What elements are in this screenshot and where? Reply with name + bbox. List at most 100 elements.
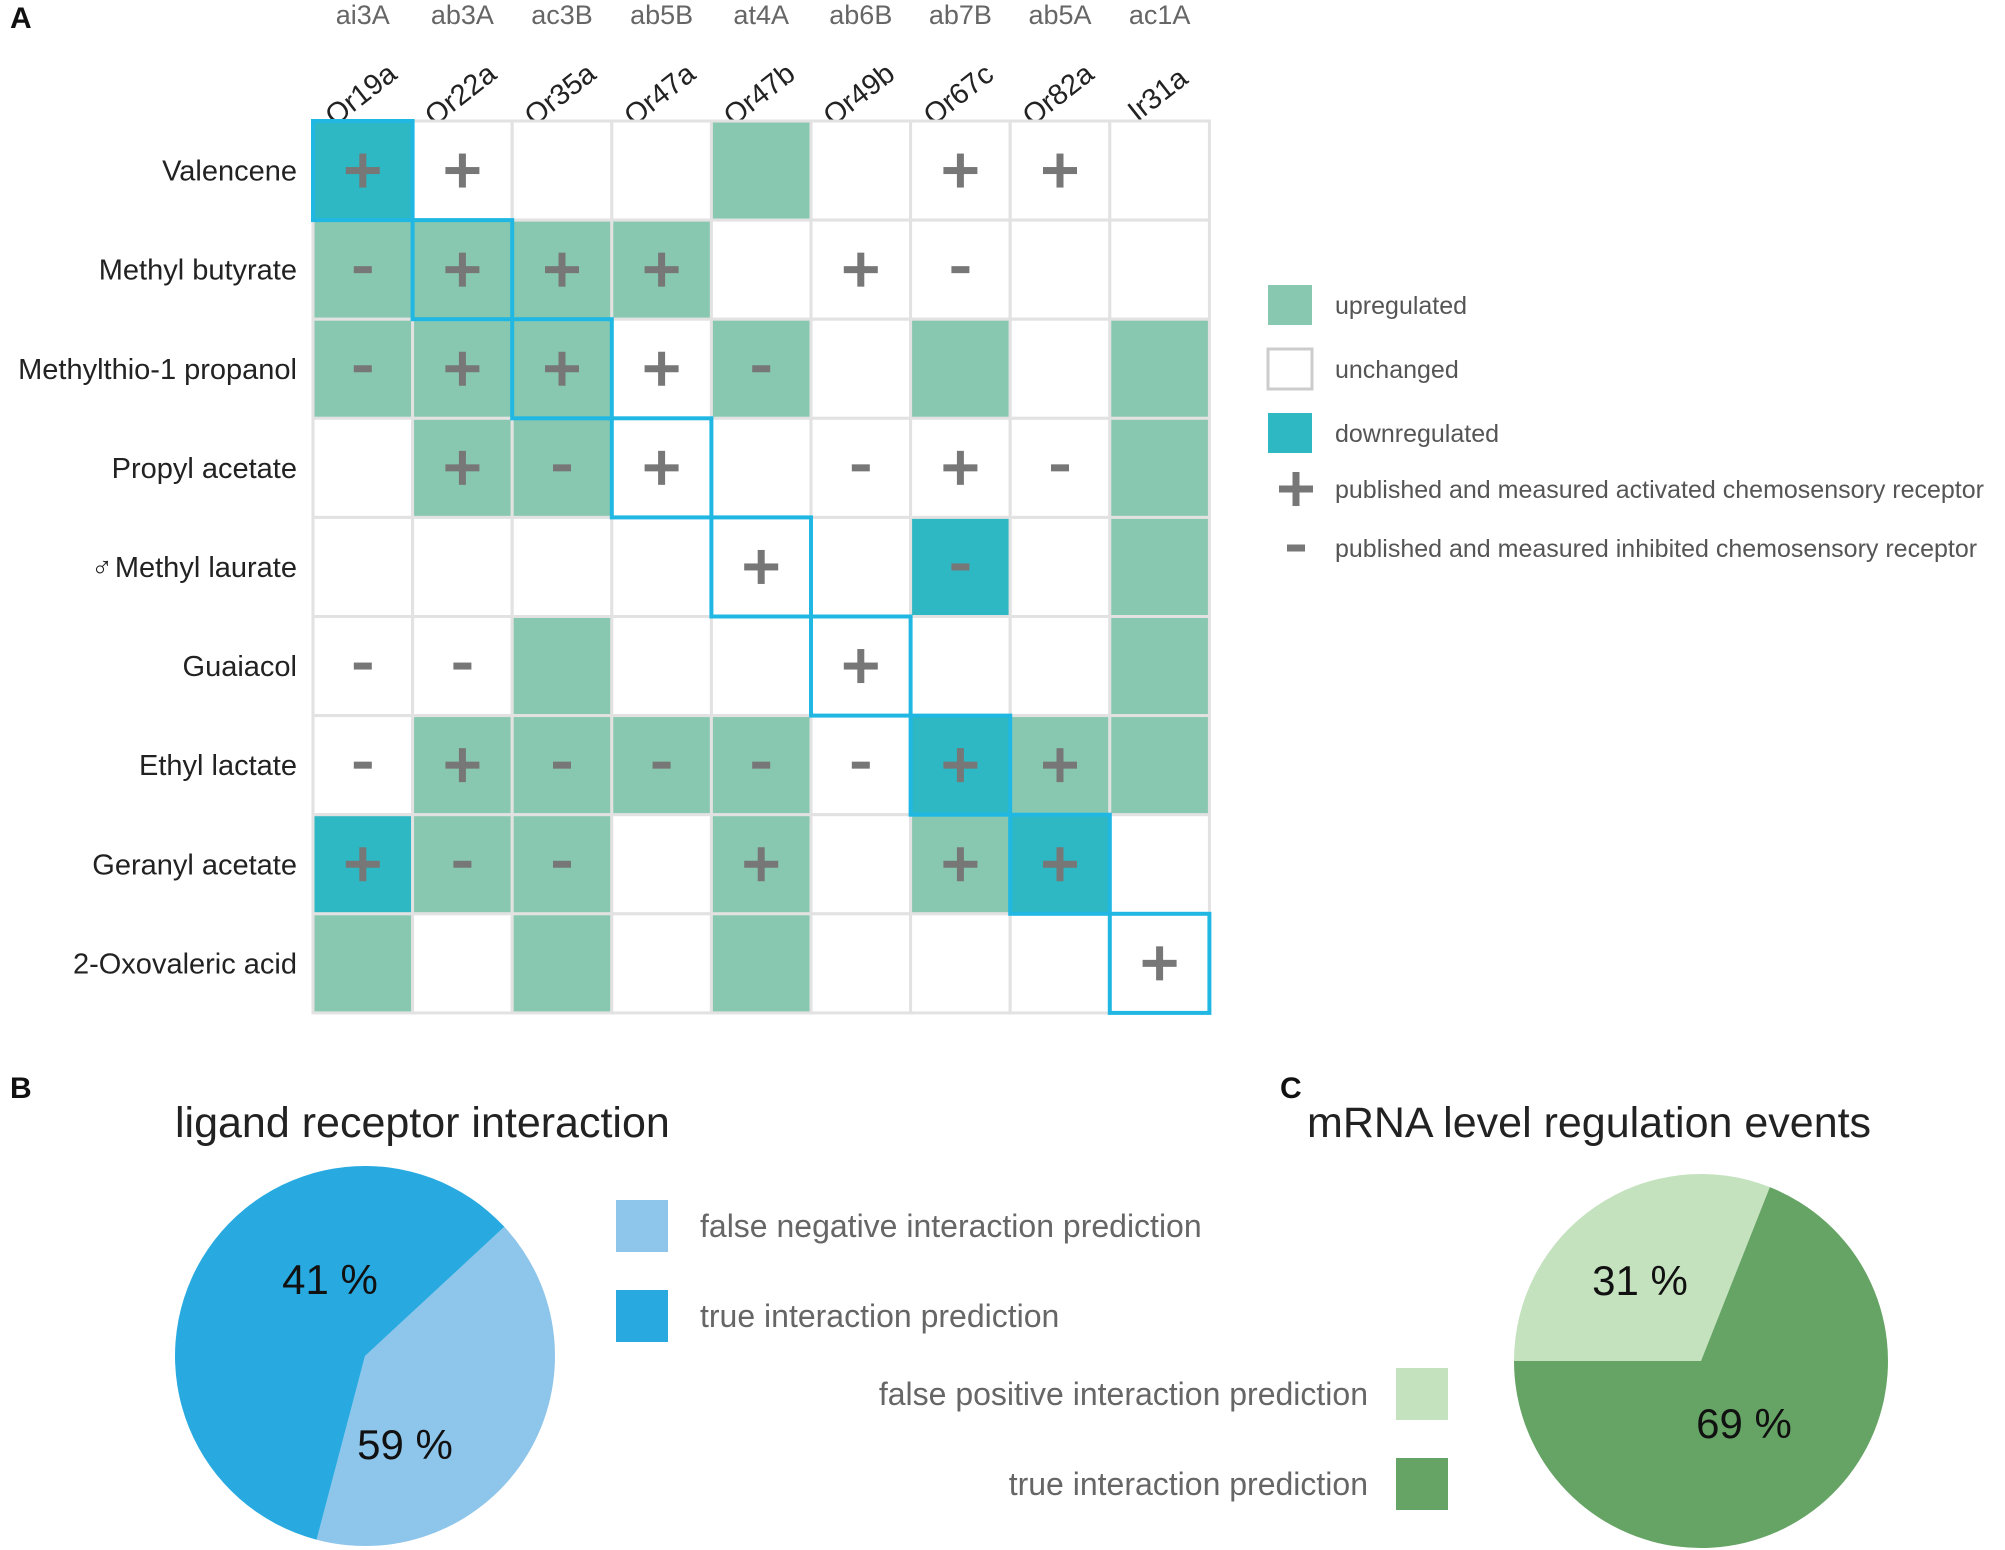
legend-swatch-upregulated xyxy=(1268,285,1312,325)
pie-legend-label: true interaction prediction xyxy=(1009,1466,1368,1502)
sensillum-label: ai3A xyxy=(336,0,390,30)
diagonal-highlight xyxy=(609,416,714,520)
odorant-label: Methylthio-1 propanol xyxy=(18,354,297,386)
minus-sign xyxy=(453,860,472,868)
odorant-label: Guaiacol xyxy=(183,651,297,683)
minus-sign xyxy=(553,860,571,868)
pie-legend-swatch xyxy=(1396,1458,1448,1510)
heatmap-cell xyxy=(709,416,813,519)
heatmap-cell xyxy=(311,416,415,519)
plus-sign-v xyxy=(956,748,964,783)
panel-label-a: A xyxy=(10,2,32,35)
plus-sign-v xyxy=(757,549,765,584)
minus-sign xyxy=(553,761,571,769)
heatmap-cell xyxy=(1108,813,1211,916)
minus-sign xyxy=(353,365,372,373)
pie-legend-label: false positive interaction prediction xyxy=(879,1376,1368,1412)
odorant-label: Propyl acetate xyxy=(112,453,297,485)
pie-slice xyxy=(175,1166,505,1540)
panel-label-b: B xyxy=(10,1072,32,1105)
legend-label-unchanged: unchanged xyxy=(1335,356,1459,384)
sensillum-label: ac1A xyxy=(1129,0,1191,30)
heatmap-cell xyxy=(510,119,614,222)
heatmap-cell xyxy=(1108,714,1211,817)
heatmap-cell xyxy=(709,912,813,1015)
pie-slice xyxy=(1514,1174,1770,1361)
heatmap-cell xyxy=(909,119,1012,222)
plus-sign-v xyxy=(757,847,765,882)
plus-sign-v xyxy=(458,153,466,188)
heatmap-cell xyxy=(510,515,614,619)
heatmap-cell xyxy=(311,515,415,619)
heatmap-cell xyxy=(1008,912,1112,1015)
pie-slice-label: 69 % xyxy=(1696,1400,1792,1447)
heatmap-cell xyxy=(1108,317,1211,420)
heatmap-cell xyxy=(610,615,713,718)
plus-sign-v xyxy=(359,153,367,188)
minus-sign xyxy=(453,662,472,670)
heatmap-cell xyxy=(510,912,614,1015)
plus-sign-v xyxy=(558,351,566,386)
odorant-label: Methyl butyrate xyxy=(99,255,297,287)
odorant-label: Ethyl lactate xyxy=(139,750,297,782)
heatmap-cell xyxy=(809,912,913,1015)
heatmap-cell xyxy=(1108,515,1211,619)
odorant-label: Methyl laurate xyxy=(115,552,297,584)
sensillum-label: ab5A xyxy=(1028,0,1091,30)
heatmap-panel: ai3A ab3A ac3B ab5B at4A ab6B ab7B ab5A ac1AOr19… xyxy=(18,0,1212,1015)
heatmap-legend: upregulated unchanged downregulated publish… xyxy=(1266,285,1984,563)
heatmap-cell xyxy=(610,813,713,916)
heatmap-cell xyxy=(1008,515,1112,619)
pie-slice xyxy=(1514,1187,1889,1549)
heatmap-cell xyxy=(610,119,713,222)
diagonal-highlight xyxy=(510,317,614,421)
sensillum-label: at4A xyxy=(733,0,789,30)
heatmap-cell xyxy=(510,615,614,718)
pie-c-title: mRNA level regulation events xyxy=(1307,1099,1871,1147)
plus-sign-v xyxy=(658,450,666,485)
heatmap-cell xyxy=(709,615,813,718)
diagonal-highlight xyxy=(311,119,415,223)
plus-sign-v xyxy=(458,748,466,783)
plus-sign-v xyxy=(558,252,566,287)
plus-sign-v xyxy=(1056,153,1064,188)
plus-sign-v xyxy=(359,847,367,882)
pie-slice-label: 31 % xyxy=(1592,1257,1688,1304)
legend-label-upregulated: upregulated xyxy=(1335,292,1467,320)
pie-legend-swatch xyxy=(616,1290,668,1342)
heatmap-cell xyxy=(1108,416,1211,519)
heatmap-cell xyxy=(610,515,713,619)
legend-label-inhibited: published and measured inhibited chemose… xyxy=(1335,535,1977,563)
diagonal-highlight xyxy=(709,515,814,619)
legend-swatch-activated-v xyxy=(1292,472,1300,506)
plus-sign-v xyxy=(1056,847,1064,882)
heatmap-cell xyxy=(809,317,913,420)
heatmap-cell xyxy=(411,912,514,1015)
plus-sign-v xyxy=(458,351,466,386)
minus-sign xyxy=(951,563,970,571)
receptor-label: Ir31a xyxy=(1122,61,1194,127)
legend-swatch-downregulated xyxy=(1268,413,1312,453)
heatmap-cell xyxy=(1008,119,1112,222)
plus-sign-v xyxy=(658,252,666,287)
minus-sign xyxy=(752,365,771,373)
diagonal-highlight xyxy=(1008,812,1112,916)
heatmap-cell xyxy=(411,515,514,619)
plus-sign-v xyxy=(458,252,466,287)
plus-sign-v xyxy=(658,351,666,386)
odorant-label: Geranyl acetate xyxy=(92,849,297,881)
minus-sign xyxy=(353,266,372,274)
minus-sign xyxy=(851,464,870,472)
pie-legend-label: false negative interaction prediction xyxy=(700,1208,1202,1244)
sensillum-label: ac3B xyxy=(531,0,593,30)
heatmap-cell xyxy=(1108,119,1211,222)
legend-label-activated: published and measured activated chemose… xyxy=(1335,476,1984,504)
plus-sign-v xyxy=(857,252,865,287)
sensillum-label: ab5B xyxy=(630,0,693,30)
pie-b-title: ligand receptor interaction xyxy=(175,1099,670,1147)
plus-sign-v xyxy=(956,450,964,485)
heatmap-cell xyxy=(1008,218,1112,321)
heatmap-cell xyxy=(809,813,913,916)
heatmap-cell xyxy=(1008,615,1112,718)
